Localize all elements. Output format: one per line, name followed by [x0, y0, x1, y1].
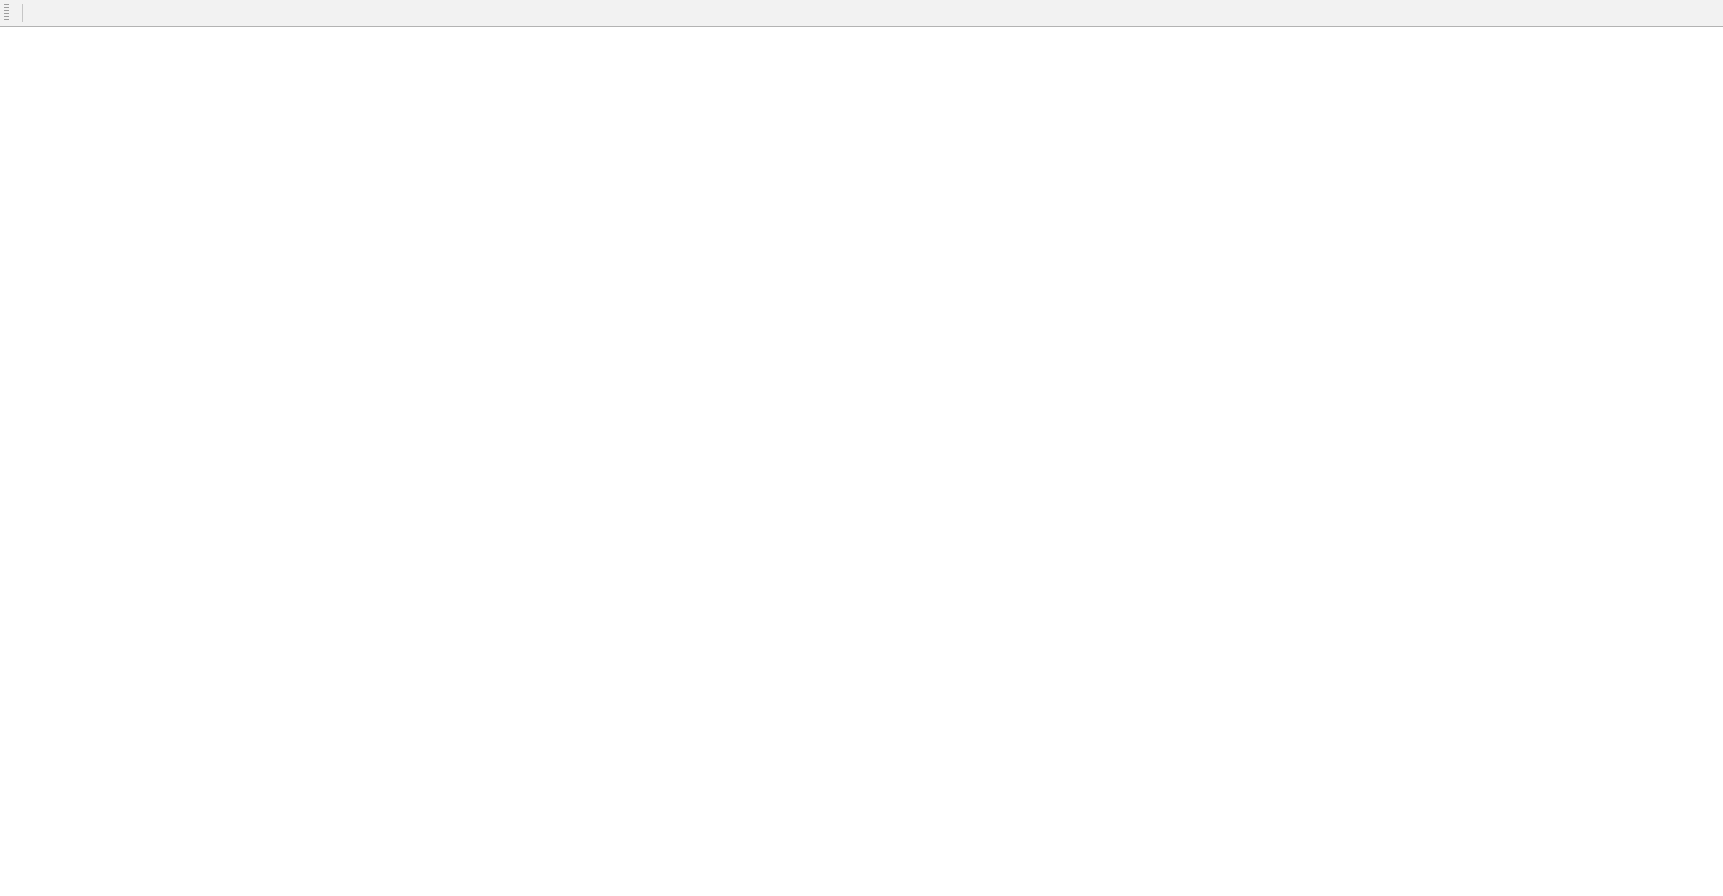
symbol-ohlc-label: [5, 29, 17, 77]
toolbar-grip[interactable]: [4, 4, 9, 22]
toolbar: [0, 0, 1723, 27]
toolbar-separator: [22, 4, 23, 22]
